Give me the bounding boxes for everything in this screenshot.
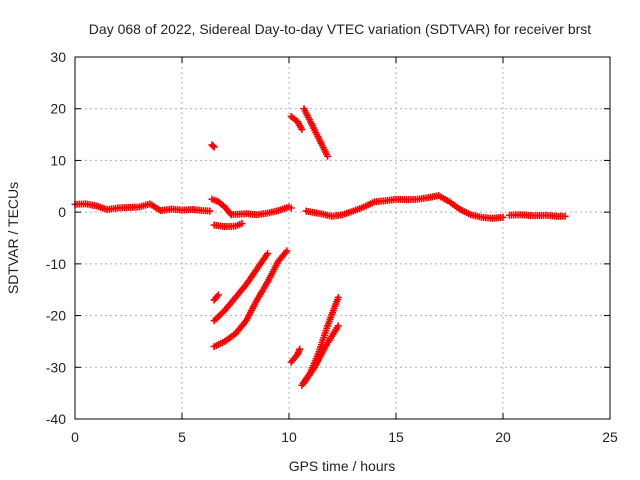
y-tick-label: 30: [50, 49, 66, 65]
data-point: [298, 125, 306, 133]
x-tick-label: 0: [71, 429, 79, 445]
series-arc-lower-2: [210, 250, 272, 325]
data-point: [287, 204, 295, 212]
y-tick-label: 20: [50, 101, 66, 117]
series-arc-lower-4: [287, 345, 304, 366]
y-tick-label: 0: [58, 204, 66, 220]
x-axis-label: GPS time / hours: [289, 458, 396, 474]
grid: [75, 57, 610, 419]
data-point: [334, 322, 342, 330]
data-point: [210, 143, 218, 151]
series-baseline-1: [71, 200, 214, 215]
data-point: [334, 293, 342, 301]
y-tick-label: -40: [46, 411, 66, 427]
y-axis-ticks: -40 -30 -20 -10 0 10 20 30: [46, 49, 610, 427]
data-point: [209, 142, 217, 150]
x-tick-label: 15: [388, 429, 404, 445]
series-baseline-3: [208, 195, 295, 219]
data-point: [499, 213, 507, 221]
y-tick-label: -20: [46, 308, 66, 324]
y-tick-label: -10: [46, 256, 66, 272]
data-point: [206, 207, 214, 215]
data-marks: [71, 105, 569, 389]
series-arc-lower-6: [300, 322, 342, 387]
plot-frame: [74, 56, 611, 420]
data-point: [264, 250, 272, 258]
series-arc-upper-3: [208, 141, 218, 151]
x-axis-ticks: 0 5 10 15 20 25: [71, 57, 618, 445]
data-point: [324, 152, 332, 160]
series-arc-upper-2: [300, 105, 332, 160]
chart-title: Day 068 of 2022, Sidereal Day-to-day VTE…: [89, 21, 591, 37]
data-point: [296, 345, 304, 353]
x-tick-label: 5: [178, 429, 186, 445]
series-baseline-5: [505, 211, 569, 220]
data-point: [238, 220, 246, 228]
x-tick-label: 25: [602, 429, 618, 445]
series-arc-lower-3: [210, 247, 291, 351]
series-arc-lower-5: [298, 293, 342, 389]
y-tick-label: 10: [50, 152, 66, 168]
series-arc-lower-1: [210, 291, 222, 304]
x-tick-label: 20: [495, 429, 511, 445]
series-arc-upper-1: [287, 112, 306, 133]
x-tick-label: 10: [281, 429, 297, 445]
data-point: [561, 212, 569, 220]
data-point: [283, 247, 291, 255]
y-tick-label: -30: [46, 359, 66, 375]
data-point: [214, 291, 222, 299]
series-baseline-4: [302, 192, 507, 222]
y-axis-label: SDTVAR / TECUs: [5, 182, 21, 294]
series-baseline-2: [210, 220, 246, 231]
